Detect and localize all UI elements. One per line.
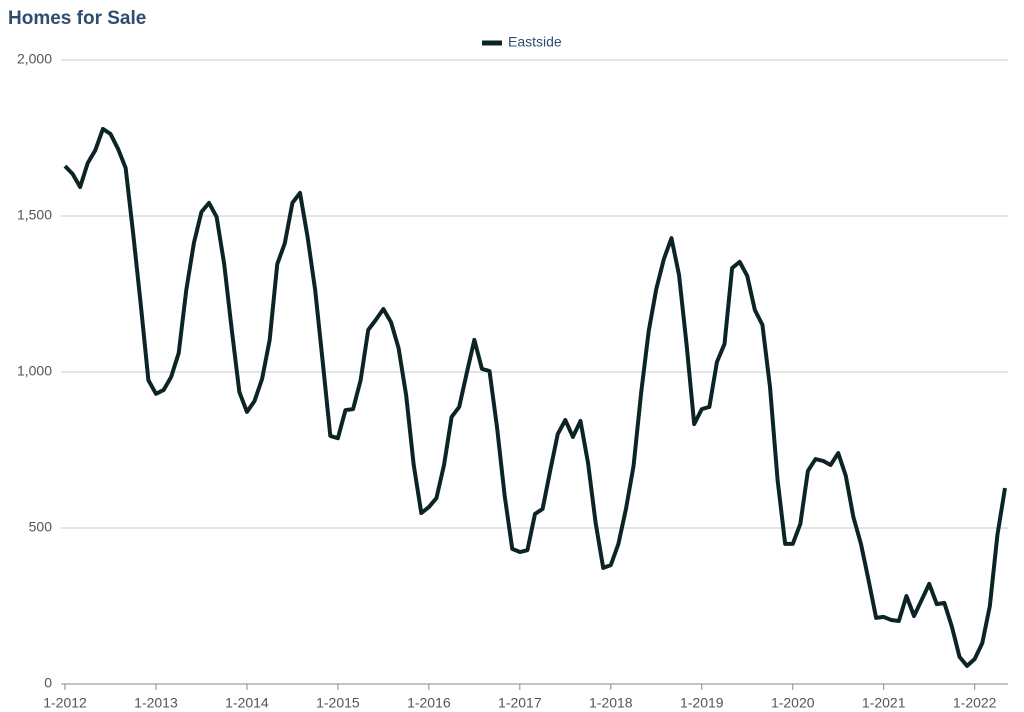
series-line xyxy=(63,126,1007,668)
y-tick-label: 0 xyxy=(44,675,52,691)
chart-title: Homes for Sale xyxy=(8,8,146,29)
y-tick-label: 500 xyxy=(29,519,53,535)
y-tick-label: 2,000 xyxy=(17,51,52,67)
x-tick-label: 1-2022 xyxy=(953,695,997,711)
x-tick-label: 1-2015 xyxy=(316,695,360,711)
x-tick-label: 1-2019 xyxy=(680,695,724,711)
x-tick-label: 1-2021 xyxy=(862,695,906,711)
y-tick-label: 1,000 xyxy=(17,363,52,379)
x-tick-label: 1-2012 xyxy=(43,695,87,711)
x-tick-label: 1-2016 xyxy=(407,695,451,711)
x-tick-label: 1-2013 xyxy=(134,695,178,711)
x-tick-label: 1-2020 xyxy=(771,695,815,711)
x-tick-label: 1-2018 xyxy=(589,695,633,711)
x-tick-label: 1-2017 xyxy=(498,695,542,711)
legend-label: Eastside xyxy=(508,34,562,50)
x-tick-label: 1-2014 xyxy=(225,695,269,711)
y-tick-label: 1,500 xyxy=(17,207,52,223)
